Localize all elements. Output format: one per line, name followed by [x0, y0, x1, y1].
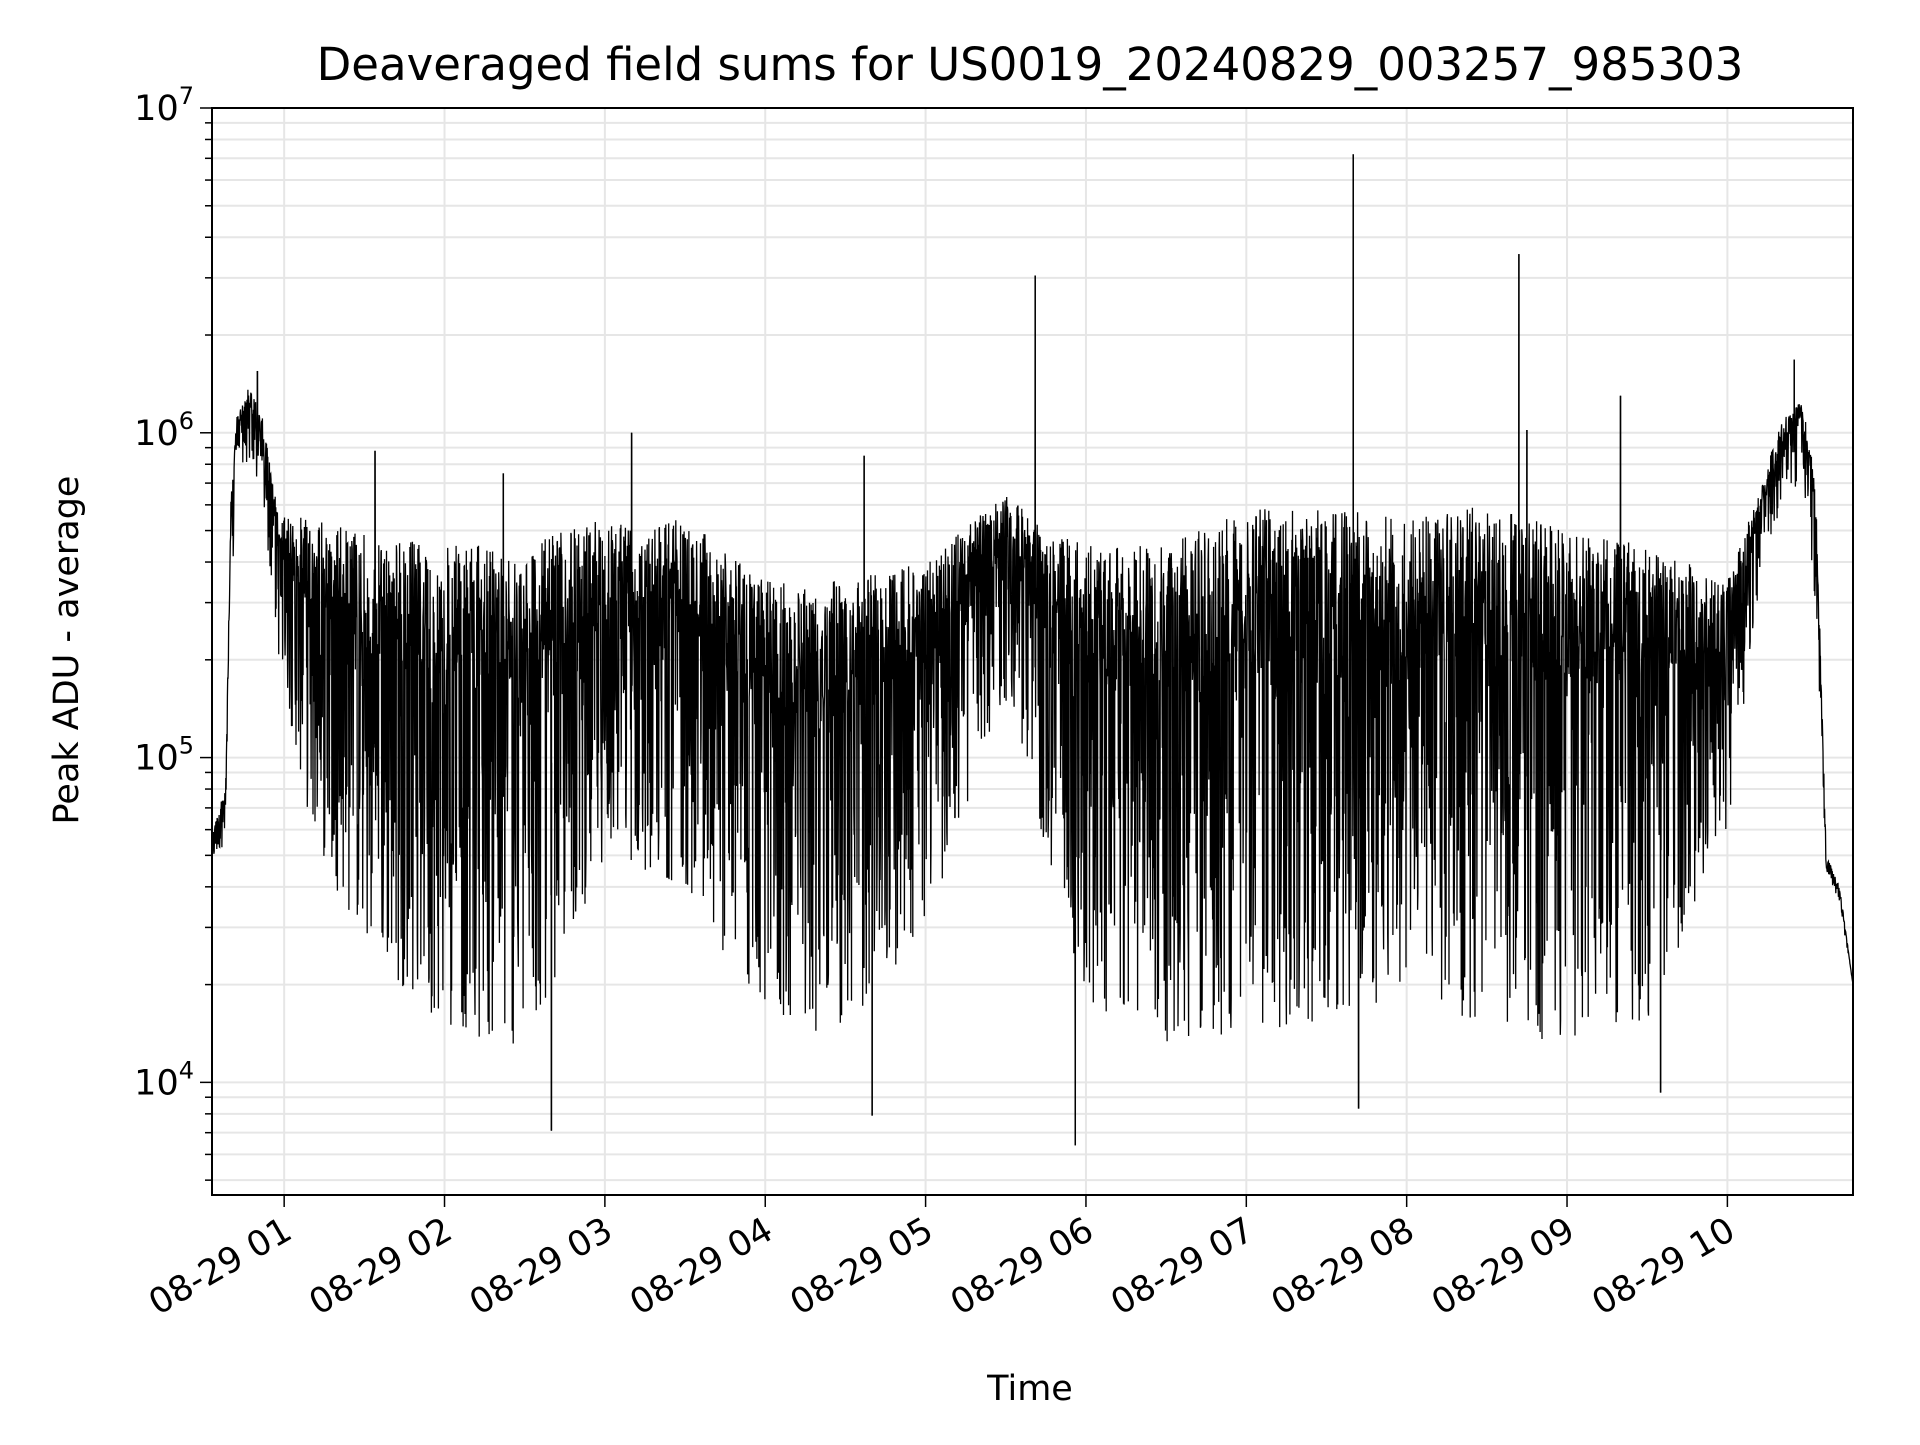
y-tick-label: 106 — [134, 407, 194, 454]
x-tick-label: 08-29 08 — [1265, 1210, 1421, 1323]
y-tick-label: 104 — [134, 1056, 194, 1103]
x-tick-label: 08-29 07 — [1105, 1210, 1261, 1323]
x-tick-label: 08-29 10 — [1586, 1210, 1742, 1323]
x-tick-label: 08-29 01 — [142, 1210, 298, 1323]
x-tick-label: 08-29 05 — [784, 1210, 940, 1323]
y-axis-label: Peak ADU - average — [47, 476, 87, 825]
x-axis-label: Time — [986, 1369, 1073, 1409]
y-tick-label: 107 — [134, 82, 194, 129]
plot-frame — [211, 107, 1854, 1196]
y-tick-label: 105 — [134, 732, 194, 779]
x-tick-label: 08-29 03 — [463, 1210, 619, 1323]
data-layer — [211, 154, 1854, 1146]
x-tick-label: 08-29 02 — [303, 1210, 459, 1323]
x-tick-label: 08-29 06 — [944, 1210, 1100, 1323]
x-tick-label: 08-29 04 — [623, 1210, 779, 1323]
x-tick-label: 08-29 09 — [1425, 1210, 1581, 1323]
series-line — [211, 154, 1854, 1146]
chart-title: Deaveraged field sums for US0019_2024082… — [317, 38, 1744, 91]
